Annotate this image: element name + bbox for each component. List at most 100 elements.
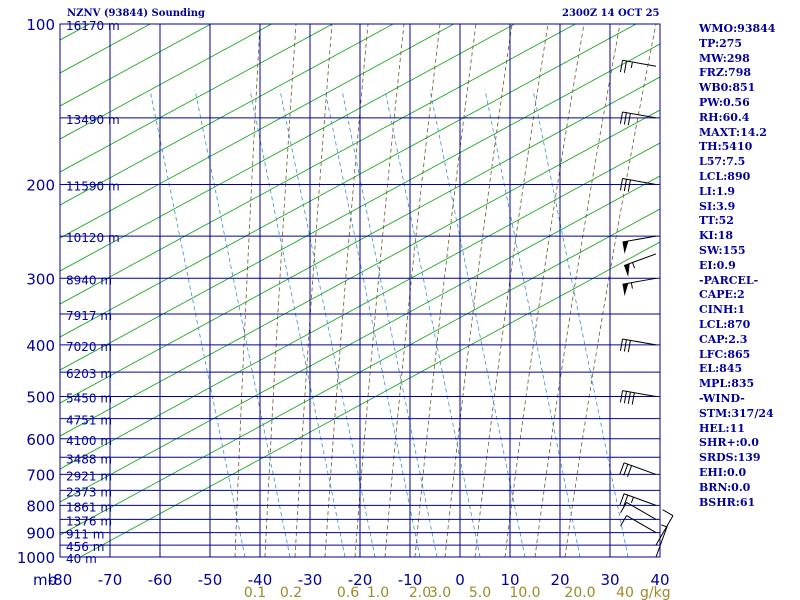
mixing-ratio-tick-label: 0.1 xyxy=(244,585,266,600)
wind-barb xyxy=(655,509,674,546)
wind-barb xyxy=(619,178,657,192)
wind-barb xyxy=(620,515,657,534)
mixing-ratio-tick-label: 0.6 xyxy=(337,585,359,600)
barb-flag xyxy=(631,392,635,405)
barb-flag xyxy=(627,179,631,192)
barb-flag xyxy=(619,493,625,506)
height-label: 7020 m xyxy=(66,340,112,354)
moist-adiabat xyxy=(234,24,261,557)
barb-half-flag xyxy=(632,262,636,269)
pressure-tick-label: 200 xyxy=(26,176,55,194)
station-title: NZNV (93844) Sounding xyxy=(67,8,206,19)
index-line: MW:298 xyxy=(699,51,750,65)
index-line: EHI:0.0 xyxy=(699,465,747,479)
temperature-tick-label: -70 xyxy=(98,571,123,589)
moist-adiabat xyxy=(264,24,297,557)
height-label: 2373 m xyxy=(66,485,112,499)
height-label: 4751 m xyxy=(66,414,112,428)
height-label: 3488 m xyxy=(66,452,112,466)
barb-staff xyxy=(623,462,657,475)
barb-pennant xyxy=(622,240,629,254)
barb-staff xyxy=(655,524,669,558)
height-label: 1376 m xyxy=(66,514,112,528)
barb-flag xyxy=(623,112,627,125)
barb-flag xyxy=(623,391,627,404)
index-line: L57:7.5 xyxy=(699,155,746,169)
height-label: 456 m xyxy=(66,540,104,554)
index-line: SRDS:139 xyxy=(699,451,761,465)
index-line: BSHR:61 xyxy=(699,495,756,509)
pressure-tick-label: 900 xyxy=(26,525,55,543)
index-line: CAPE:2 xyxy=(699,288,745,302)
wind-barb xyxy=(619,493,657,507)
barb-staff xyxy=(655,515,674,546)
barb-flag xyxy=(627,391,631,404)
mixing-ratio-tick-label: 2.0 xyxy=(409,585,431,600)
index-line: LCL:870 xyxy=(699,317,751,331)
wind-barb xyxy=(622,277,657,297)
barb-pennant xyxy=(624,263,630,277)
height-label: 7917 m xyxy=(66,309,112,323)
pressure-tick-label: 300 xyxy=(26,270,55,288)
plot-frame xyxy=(59,23,661,558)
height-label: 10120 m xyxy=(66,231,120,245)
index-line: WB0:851 xyxy=(699,81,756,95)
observation-time: 2300Z 14 OCT 25 xyxy=(562,8,660,19)
moist-adiabat xyxy=(504,24,585,557)
barb-flag xyxy=(619,178,624,191)
index-line: KI:18 xyxy=(699,229,734,243)
mixing-ratio-tick-label: 5.0 xyxy=(469,585,491,600)
barb-flag xyxy=(623,60,627,73)
barb-staff xyxy=(622,111,657,119)
index-line: STM:317/24 xyxy=(699,406,774,420)
temperature-tick-label: -50 xyxy=(198,571,223,589)
mixing-ratio-line xyxy=(429,89,526,557)
mixing-ratio-line xyxy=(149,89,246,557)
height-label: 16170 m xyxy=(66,19,120,33)
temperature-tick-label: -60 xyxy=(148,571,173,589)
height-label: 5450 m xyxy=(66,392,112,406)
height-label: 13490 m xyxy=(66,113,120,127)
barb-flag xyxy=(623,179,627,192)
index-line: TH:5410 xyxy=(699,140,753,154)
temperature-tick-label: -30 xyxy=(298,571,323,589)
height-label: 6203 m xyxy=(66,367,112,381)
mixing-ratio-tick-label: 1.0 xyxy=(367,585,389,600)
mixing-ratio-line xyxy=(324,89,421,557)
moist-adiabat xyxy=(354,24,405,557)
moist-adiabat xyxy=(294,24,333,557)
index-line: EI:0.9 xyxy=(699,258,736,272)
mixing-ratio-line xyxy=(341,89,438,557)
temperature-tick-label: 0 xyxy=(455,571,465,589)
mixing-ratio-line xyxy=(279,89,376,557)
temperature-tick-label: -40 xyxy=(248,571,273,589)
mixing-ratio-tick-label: 40 xyxy=(616,585,634,600)
temperature-tick-label: -10 xyxy=(398,571,423,589)
index-line: HEL:11 xyxy=(699,421,745,435)
index-line: LCL:890 xyxy=(699,169,751,183)
barb-staff xyxy=(622,235,657,243)
pressure-tick-label: 1000 xyxy=(17,549,55,567)
temperature-tick-label: -20 xyxy=(348,571,373,589)
index-line: EL:845 xyxy=(699,362,743,376)
barb-staff xyxy=(622,338,657,346)
mixing-ratio-line xyxy=(532,89,629,557)
index-line: LFC:865 xyxy=(699,347,751,361)
barb-flag xyxy=(619,111,624,124)
barb-staff xyxy=(622,178,657,185)
index-line: RH:60.4 xyxy=(699,110,750,124)
index-line: -WIND- xyxy=(699,391,745,405)
index-line: TT:52 xyxy=(699,214,734,228)
barb-flag xyxy=(623,494,629,507)
index-line: WMO:93844 xyxy=(699,22,776,35)
moist-adiabat xyxy=(564,24,657,557)
barb-staff xyxy=(622,390,657,398)
temperature-tick-label: 20 xyxy=(550,571,569,589)
index-line: -PARCEL- xyxy=(699,273,759,287)
height-label: 911 m xyxy=(66,528,104,542)
barb-pennant xyxy=(622,283,629,297)
pressure-tick-label: 500 xyxy=(26,389,55,407)
wind-barb xyxy=(619,338,657,353)
